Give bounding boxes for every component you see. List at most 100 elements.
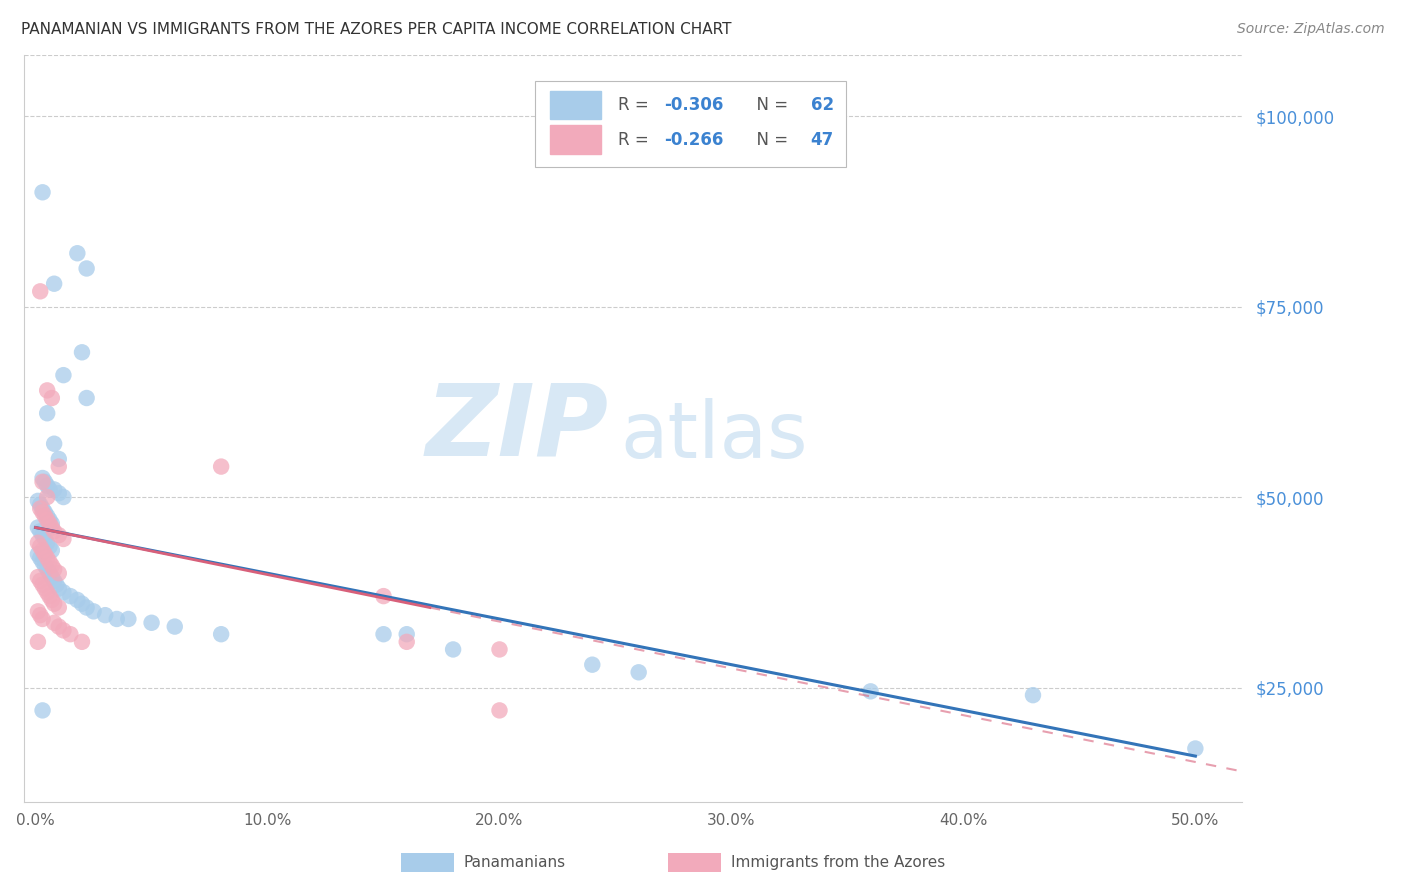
Point [37,478,59,492]
Point [38,589,60,603]
Point [141,615,163,630]
Point [373,589,395,603]
Text: Source: ZipAtlas.com: Source: ZipAtlas.com [1237,22,1385,37]
Point [41,543,63,558]
Point [41,593,63,607]
Text: R =: R = [619,130,654,148]
Point [94,608,117,623]
Point [44,597,66,611]
Point [31,186,53,200]
FancyBboxPatch shape [536,81,846,167]
Point [41,520,63,534]
Text: PANAMANIAN VS IMMIGRANTS FROM THE AZORES PER CAPITA INCOME CORRELATION CHART: PANAMANIAN VS IMMIGRANTS FROM THE AZORES… [21,22,731,37]
Point [44,483,66,497]
Point [30,285,52,299]
Point [581,657,603,672]
Point [37,490,59,504]
Text: Immigrants from the Azores: Immigrants from the Azores [731,855,945,870]
Text: Panamanians: Panamanians [464,855,567,870]
Point [30,608,52,623]
Point [30,574,52,588]
Point [37,551,59,566]
Point [38,483,60,497]
Point [1022,688,1045,702]
Point [44,436,66,450]
Point [31,555,53,569]
Point [27,604,49,618]
Point [30,551,52,566]
Point [45,577,67,591]
Point [37,509,59,524]
Point [48,452,70,467]
Point [859,684,882,698]
Point [34,582,56,596]
Point [34,532,56,546]
Point [48,566,70,581]
Point [373,627,395,641]
Text: N =: N = [747,130,793,148]
Point [37,384,59,398]
Point [48,619,70,633]
Point [38,513,60,527]
Point [117,612,139,626]
Point [37,585,59,599]
Point [395,627,418,641]
Text: 62: 62 [811,96,834,114]
Point [31,475,53,489]
Point [31,505,53,519]
Point [27,570,49,584]
Point [30,501,52,516]
Point [76,261,98,276]
Point [41,391,63,405]
Point [441,642,464,657]
Point [52,585,75,599]
Point [34,505,56,519]
Point [44,277,66,291]
Text: 47: 47 [811,130,834,148]
Text: atlas: atlas [620,398,808,474]
Point [48,582,70,596]
Point [31,577,53,591]
Text: -0.306: -0.306 [665,96,724,114]
Point [1184,741,1206,756]
Point [52,368,75,383]
Point [27,535,49,549]
Point [27,547,49,561]
Point [627,665,650,680]
Point [38,540,60,554]
Point [163,619,186,633]
Point [34,475,56,489]
Point [105,612,128,626]
Point [31,612,53,626]
Point [34,547,56,561]
Point [76,600,98,615]
Point [48,600,70,615]
Point [31,543,53,558]
Point [27,635,49,649]
Point [48,528,70,542]
Point [44,574,66,588]
Point [488,703,510,717]
Point [70,345,93,359]
Point [76,391,98,405]
Text: R =: R = [619,96,654,114]
Text: -0.266: -0.266 [665,130,724,148]
Point [31,471,53,485]
FancyBboxPatch shape [550,126,602,153]
Point [30,540,52,554]
Point [31,528,53,542]
Point [44,524,66,539]
Text: N =: N = [747,96,793,114]
Point [59,589,82,603]
Point [37,406,59,420]
Point [37,513,59,527]
Point [31,703,53,717]
Point [30,524,52,539]
Point [38,566,60,581]
Point [70,635,93,649]
Point [31,501,53,516]
Point [209,459,232,474]
Point [59,627,82,641]
Point [34,558,56,573]
FancyBboxPatch shape [550,91,602,120]
